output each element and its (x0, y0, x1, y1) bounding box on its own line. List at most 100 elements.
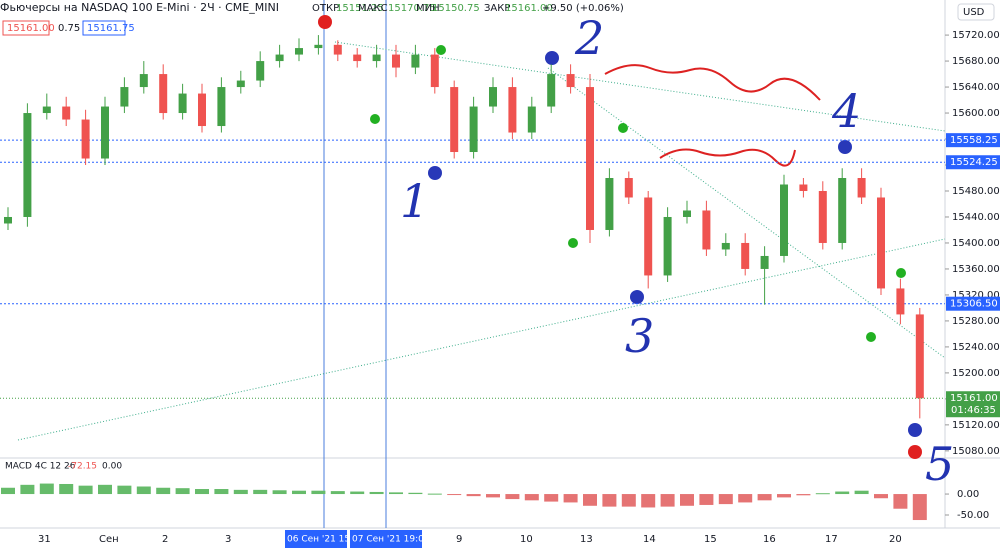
candle-body (295, 48, 303, 55)
macd-bar (699, 494, 714, 505)
candle-body (120, 87, 129, 107)
candle-body (372, 54, 381, 62)
price-label-box (946, 296, 1000, 311)
macd-bar (233, 489, 248, 495)
candle-body (721, 242, 730, 250)
candle-body (857, 178, 866, 198)
candle-body (392, 54, 400, 68)
y-tick-label: 15120.00 (952, 420, 1000, 431)
macd-bar (311, 490, 326, 495)
macd-bar (815, 493, 830, 495)
candle-body (586, 87, 594, 230)
macd-bar (777, 494, 791, 498)
macd-value: -72.15 (68, 462, 97, 472)
candle-body (62, 106, 71, 120)
candle-body (314, 44, 323, 49)
y-tick-label: 15200.00 (952, 368, 1000, 379)
marker (908, 423, 922, 437)
annotation: 3 (625, 309, 654, 363)
y-tick-label: 15480.00 (952, 186, 1000, 197)
hand-stroke (659, 148, 796, 167)
macd-bar (156, 487, 171, 495)
y-tick-label: 15240.00 (952, 342, 1000, 353)
marker (370, 114, 380, 124)
annotation: 2 (574, 11, 604, 65)
macd-bar (369, 491, 384, 495)
macd-bar (602, 494, 617, 507)
y-tick-label: 15360.00 (952, 264, 1000, 275)
marker (866, 332, 876, 342)
x-tick-label: Сен (99, 534, 119, 545)
marker (318, 15, 332, 29)
x-tick-label: 31 (38, 534, 51, 545)
x-tick-label: 13 (580, 534, 593, 545)
time-highlight (350, 530, 422, 548)
candle-body (101, 106, 109, 159)
candle-body (159, 74, 168, 114)
candle-body (23, 113, 32, 217)
candle-body (877, 197, 885, 289)
y-tick-label: 0.00 (957, 489, 979, 500)
candle-body (605, 178, 614, 230)
spread: 0.75 (58, 23, 80, 34)
macd-bar (505, 494, 520, 500)
legend-item: ОТКР (312, 3, 339, 14)
candle-body (741, 242, 750, 269)
y-tick-label: 15720.00 (952, 30, 1000, 41)
candle-body (256, 61, 265, 81)
macd-bar (59, 483, 74, 495)
macd-bar (1, 487, 15, 495)
candle-body (915, 314, 924, 399)
macd-bar (39, 483, 54, 495)
candle-body (4, 216, 12, 224)
ask: 15161.75 (87, 23, 135, 34)
candle-body (896, 288, 905, 315)
candle-body (42, 106, 51, 114)
candle-body (508, 87, 517, 133)
x-tick-label: 2 (162, 534, 168, 545)
hand-stroke (604, 64, 821, 101)
trend-line (547, 67, 946, 359)
candle-body (489, 87, 497, 107)
macd-bar (874, 494, 888, 499)
marker (436, 45, 446, 55)
candle-body (430, 54, 439, 88)
marker (896, 268, 906, 278)
macd-bar (20, 484, 35, 495)
legend-item: +9.50 (+0.06%) (542, 3, 624, 14)
candle-body (198, 93, 206, 127)
macd-bar (214, 489, 229, 495)
macd-bar (583, 494, 597, 506)
y-tick-label: 15640.00 (952, 82, 1000, 93)
macd-bar (253, 489, 268, 495)
legend-item: 15170.75 (388, 3, 436, 14)
price-label: 15306.50 (950, 299, 998, 310)
candle-body (624, 178, 633, 198)
annotation: 1 (400, 174, 429, 228)
macd-bar (718, 494, 733, 505)
y-tick-label: 15680.00 (952, 56, 1000, 67)
macd-bar (796, 494, 811, 496)
x-tick-label: 16 (763, 534, 776, 545)
legend-item: МАКС (358, 3, 388, 14)
annotation: 4 (831, 84, 861, 138)
chart-title: Фьючерсы на NASDAQ 100 E-Mini · 2Ч · CME… (0, 1, 279, 14)
macd-bar (466, 494, 481, 497)
macd-bar (330, 491, 345, 495)
marker (568, 238, 578, 248)
macd-bar (447, 494, 462, 496)
y-tick-label: 15400.00 (952, 238, 1000, 249)
legend-item: 15150.75 (432, 3, 480, 14)
y-tick-label: 15320.00 (952, 290, 1000, 301)
macd-bar (272, 490, 287, 495)
macd-bar (680, 494, 694, 506)
macd-bar (563, 494, 578, 503)
x-tick-label: 06 Сен '21 15: (287, 535, 353, 545)
currency: USD (963, 7, 985, 18)
macd-bar (486, 494, 500, 498)
marker (545, 51, 559, 65)
marker (630, 290, 644, 304)
legend-item: МИН (416, 3, 440, 14)
candle-body (275, 54, 284, 62)
